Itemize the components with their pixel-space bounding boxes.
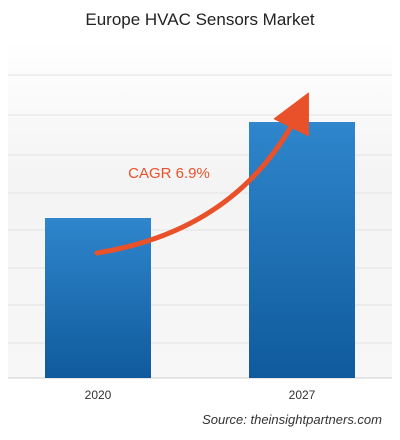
x-tick-label-2020: 2020 [85, 388, 112, 402]
bar-2020 [45, 218, 151, 378]
x-tick-label-2027: 2027 [289, 388, 316, 402]
source-text: Source: theinsightpartners.com [202, 412, 382, 427]
chart-title: Europe HVAC Sensors Market [85, 10, 315, 29]
x-tick-labels: 2020 2027 [85, 388, 316, 402]
cagr-label: CAGR 6.9% [128, 165, 210, 182]
cagr-arrow [94, 92, 309, 256]
